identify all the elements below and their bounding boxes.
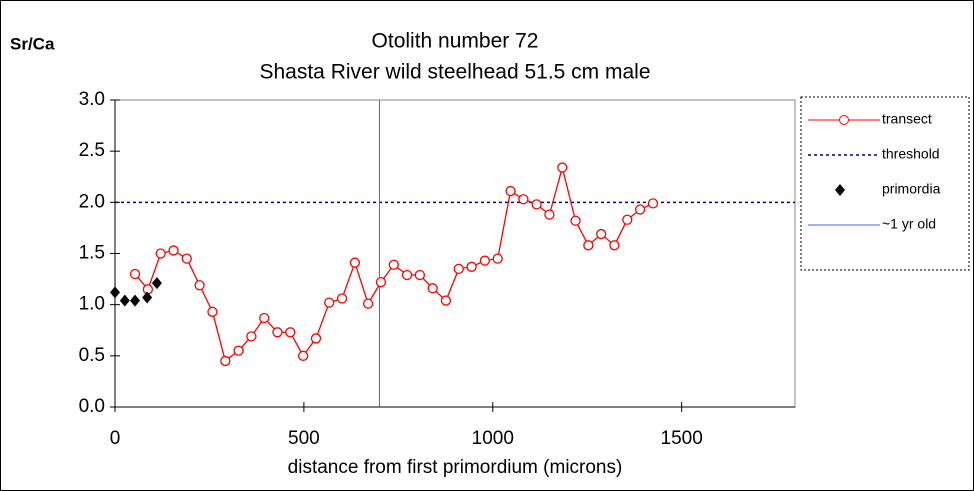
y-tick-label: 0.5 xyxy=(79,345,105,366)
transect-point xyxy=(466,261,477,272)
transect-point xyxy=(259,312,270,324)
transect-point xyxy=(220,355,231,367)
x-tick-label: 0 xyxy=(110,428,121,449)
x-tick-label: 1000 xyxy=(472,428,514,449)
transect-point xyxy=(634,204,646,215)
transect-point xyxy=(129,268,141,280)
transect-point xyxy=(492,253,503,264)
transect-point xyxy=(349,257,361,268)
x-axis-title: distance from first primordium (microns) xyxy=(288,457,623,478)
transect-point xyxy=(272,327,283,338)
legend-label: transect xyxy=(882,111,932,127)
transect-point xyxy=(388,259,399,270)
primordia-point xyxy=(110,286,120,299)
transect-point xyxy=(285,327,296,338)
transect-point xyxy=(310,333,322,344)
legend-label: threshold xyxy=(882,146,940,162)
chart-subtitle: Shasta River wild steelhead 51.5 cm male xyxy=(259,61,650,84)
legend-swatch xyxy=(839,115,849,125)
transect-point xyxy=(194,280,205,291)
y-axis-title: Sr/Ca xyxy=(10,34,55,53)
y-tick-label: 2.5 xyxy=(79,140,105,161)
transect-point xyxy=(168,245,179,256)
chart-title: Otolith number 72 xyxy=(372,30,539,53)
transect-point xyxy=(246,331,257,342)
transect-point xyxy=(531,199,542,210)
transect-point xyxy=(479,255,490,266)
transect-point xyxy=(557,162,568,173)
transect-point xyxy=(596,228,607,240)
transect-point xyxy=(297,350,309,361)
transect-point xyxy=(453,263,464,275)
x-tick-label: 1500 xyxy=(661,428,703,449)
transect-point xyxy=(207,306,218,317)
transect-point xyxy=(155,248,166,259)
transect-point xyxy=(609,240,620,251)
primordia-point xyxy=(151,277,162,290)
y-tick-label: 1.0 xyxy=(79,294,105,315)
legend xyxy=(800,96,970,271)
transect-point xyxy=(647,198,659,209)
x-tick-label: 500 xyxy=(288,428,320,449)
y-tick-label: 3.0 xyxy=(79,89,105,110)
y-tick-label: 1.5 xyxy=(79,243,105,264)
transect-point xyxy=(181,253,192,264)
y-tick-label: 2.0 xyxy=(79,191,105,212)
y-tick-label: 0.0 xyxy=(79,396,105,417)
transect-point xyxy=(622,214,633,225)
legend-label: ~1 yr old xyxy=(882,216,936,232)
transect-point xyxy=(375,277,387,288)
legend-label: primordia xyxy=(882,181,941,197)
transect-point xyxy=(336,293,348,304)
transect-point xyxy=(414,269,426,281)
transect-point xyxy=(362,298,374,309)
transect-point xyxy=(324,297,335,308)
transect-point xyxy=(570,215,581,226)
primordia-point xyxy=(130,294,141,307)
transect-point xyxy=(440,295,452,306)
transect-point xyxy=(518,194,529,205)
transect-point xyxy=(544,209,555,220)
transect-point xyxy=(583,240,594,251)
transect-point xyxy=(401,269,413,281)
legend-swatch xyxy=(835,184,845,196)
primordia-point xyxy=(142,291,153,304)
transect-point xyxy=(233,345,244,356)
transect-point xyxy=(427,283,438,294)
transect-point xyxy=(505,185,516,197)
primordia-point xyxy=(119,294,130,307)
